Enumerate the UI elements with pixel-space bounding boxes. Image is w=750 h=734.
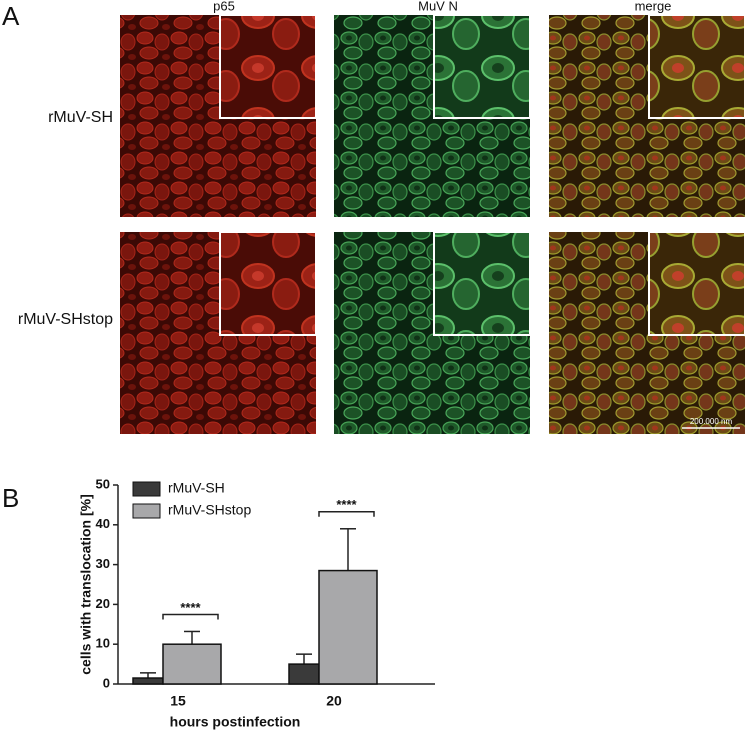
significance-label: **** bbox=[336, 497, 357, 512]
panel-label: B bbox=[2, 483, 19, 513]
y-tick-label: 10 bbox=[96, 636, 110, 651]
x-axis-label: hours postinfection bbox=[170, 714, 301, 730]
x-tick-label: 15 bbox=[170, 693, 186, 709]
column-header: p65 bbox=[213, 0, 235, 13]
legend-label: rMuV-SHstop bbox=[168, 502, 251, 518]
bar bbox=[132, 677, 164, 685]
y-tick-label: 20 bbox=[96, 596, 110, 611]
legend-swatch bbox=[132, 481, 161, 497]
significance-label: **** bbox=[180, 600, 201, 615]
y-axis-label: cells with translocation [%] bbox=[78, 494, 94, 674]
y-tick-label: 30 bbox=[96, 556, 110, 571]
y-tick-label: 0 bbox=[103, 675, 110, 690]
panel-label: A bbox=[2, 1, 20, 31]
legend-label: rMuV-SH bbox=[168, 480, 225, 496]
micrograph-inset bbox=[648, 14, 746, 119]
y-tick-label: 50 bbox=[96, 476, 110, 491]
significance-bracket bbox=[318, 511, 375, 517]
micrograph-grid: p65 MuV N merge rMuV-SH rMuV-SHstop 200.000 n… bbox=[18, 0, 746, 434]
legend-swatch bbox=[132, 503, 161, 519]
micrograph-inset bbox=[433, 14, 531, 119]
bar bbox=[288, 663, 320, 685]
row-label: rMuV-SH bbox=[48, 109, 113, 126]
scale-bar-label: 200.000 nm bbox=[690, 417, 733, 426]
micrograph-inset bbox=[433, 231, 531, 336]
bar bbox=[318, 569, 378, 685]
column-header: MuV N bbox=[418, 0, 458, 13]
micrograph-inset bbox=[219, 14, 317, 119]
column-header: merge bbox=[635, 0, 672, 13]
bar bbox=[162, 643, 222, 685]
x-tick-label: 20 bbox=[326, 693, 342, 709]
micrograph-inset bbox=[219, 231, 317, 336]
micrograph-inset bbox=[648, 231, 746, 336]
significance-bracket bbox=[162, 613, 219, 620]
y-tick-label: 40 bbox=[96, 516, 110, 531]
row-label: rMuV-SHstop bbox=[18, 311, 113, 328]
